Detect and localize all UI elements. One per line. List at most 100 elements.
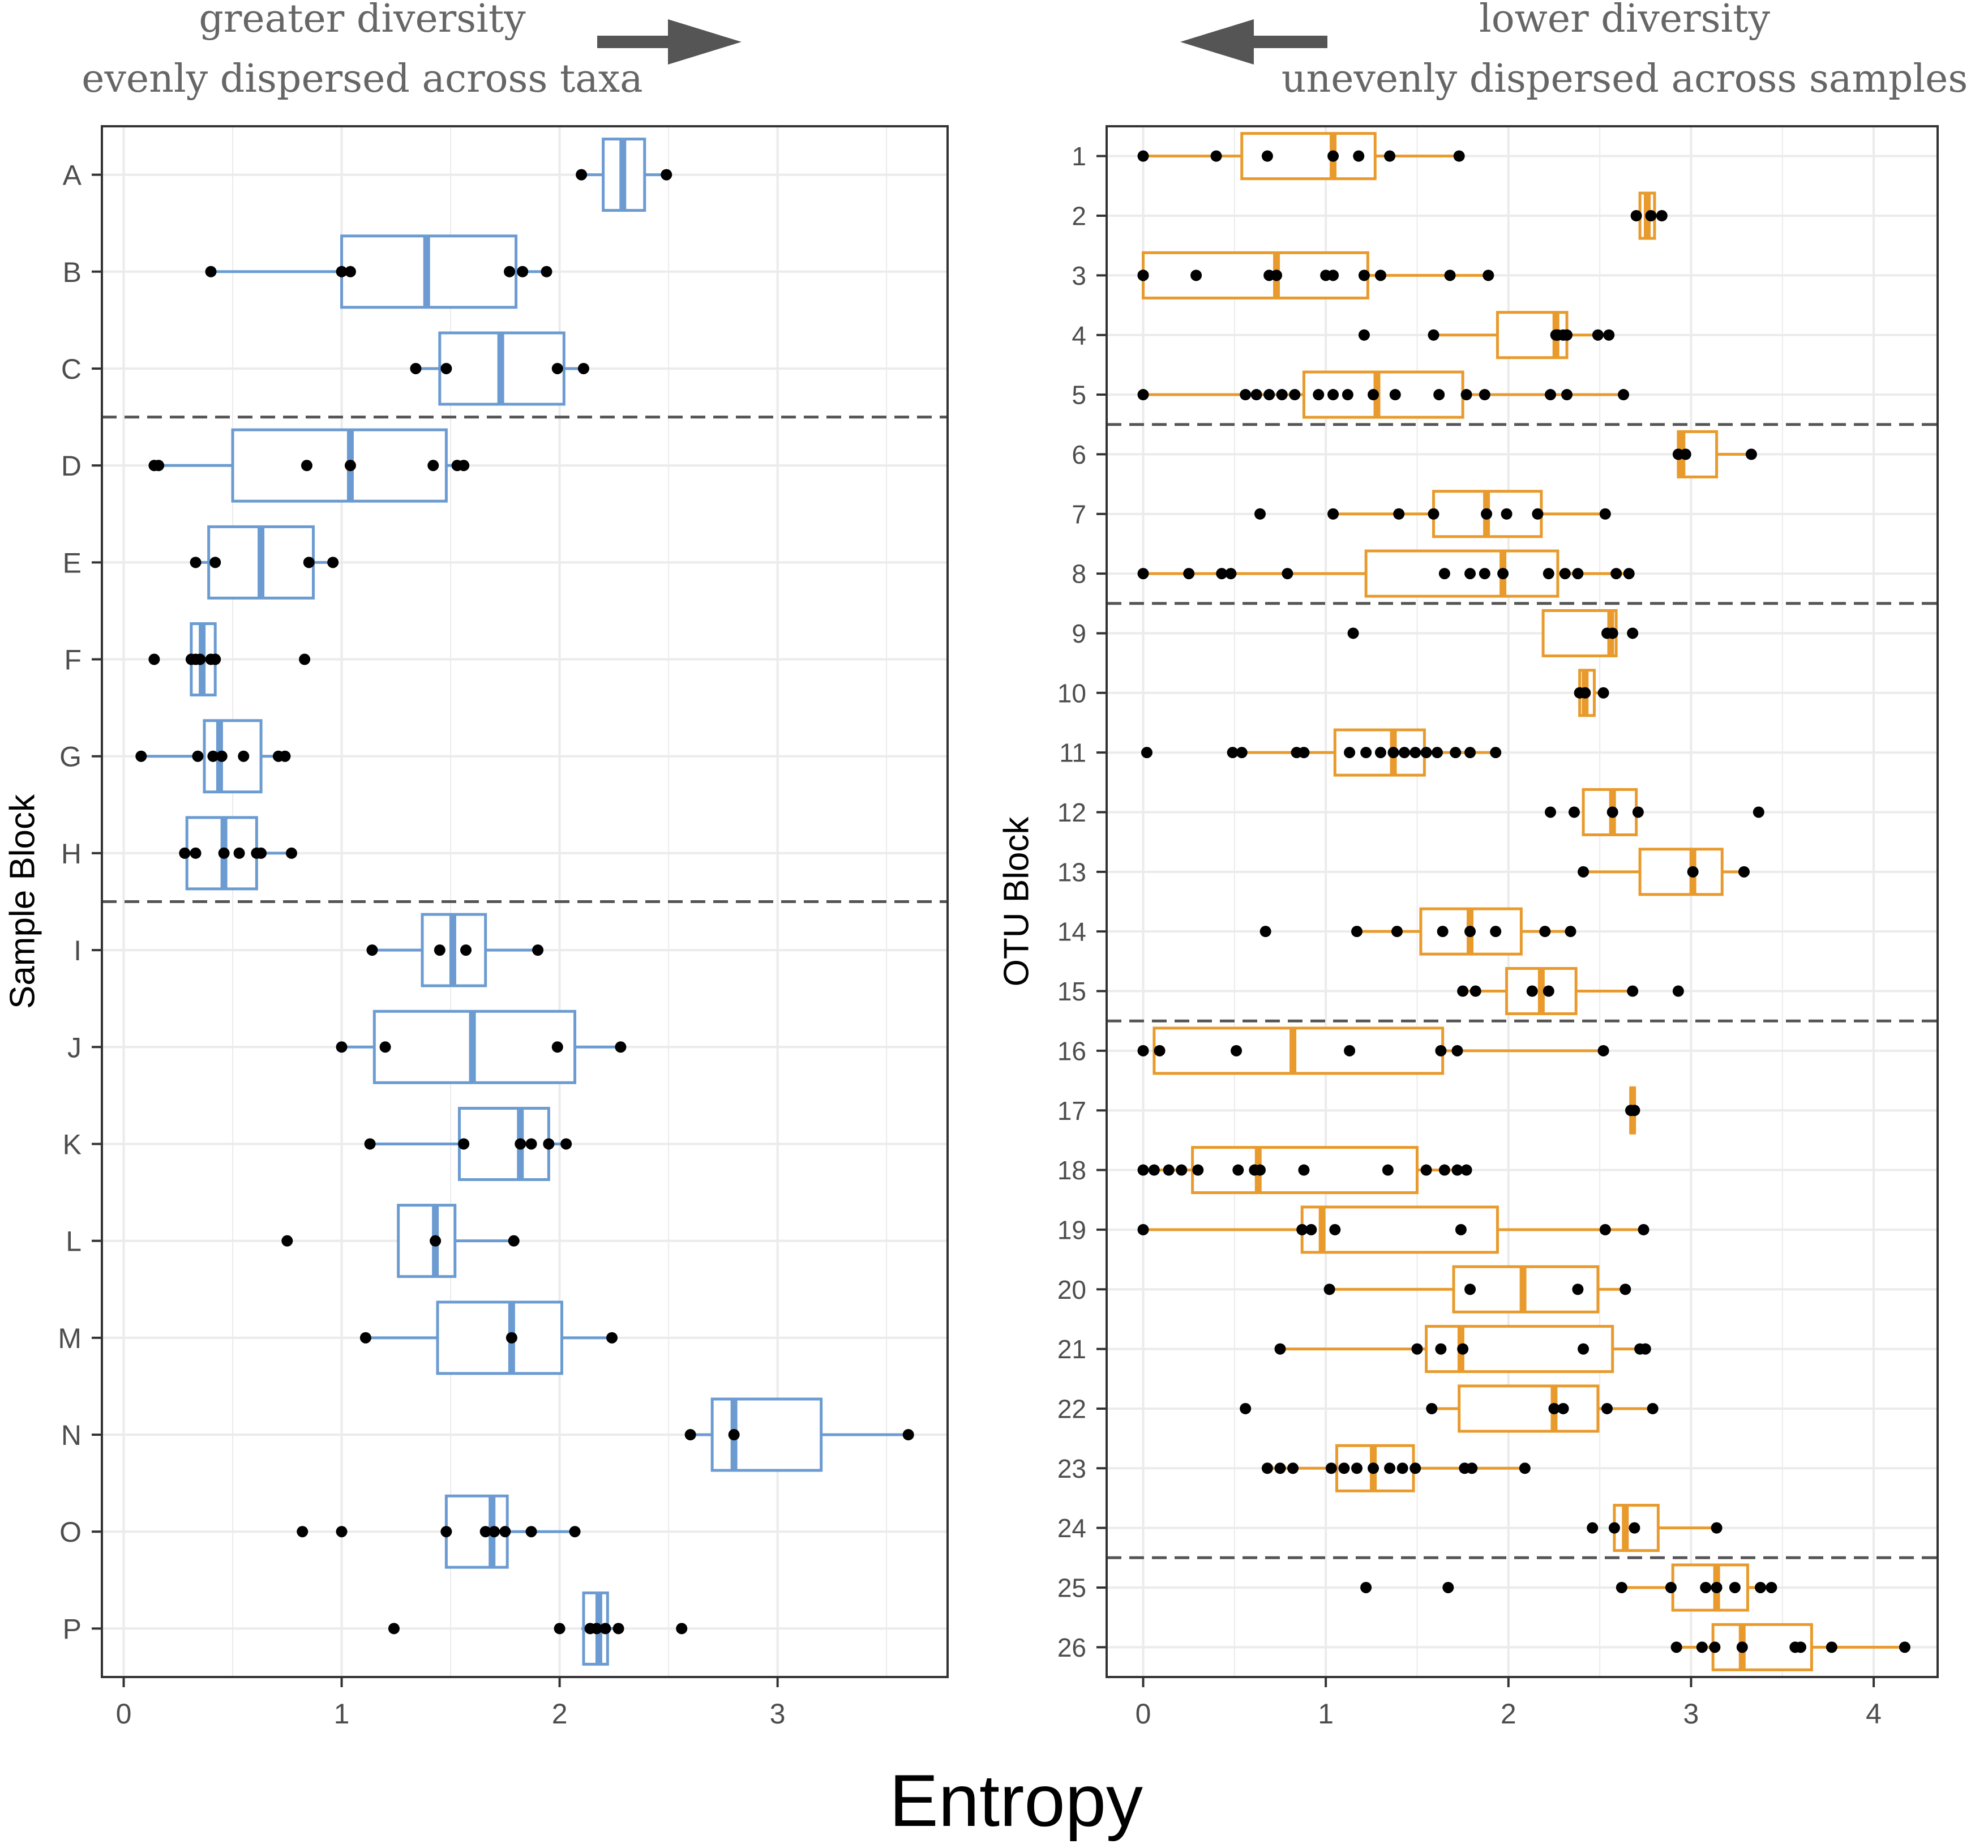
otu-data-point: [1455, 1224, 1467, 1235]
otu-data-point: [1632, 806, 1644, 818]
otu-data-point: [1557, 1402, 1569, 1414]
sample-data-point: [517, 266, 529, 277]
otu-data-point: [1623, 568, 1635, 580]
otu-category-tick-label: 15: [1057, 977, 1086, 1006]
sample-data-point: [599, 1623, 611, 1635]
otu-data-point: [1711, 1581, 1723, 1593]
otu-data-point: [1545, 806, 1557, 818]
sample-category-tick-label: N: [61, 1419, 82, 1451]
left-arrow-icon: [1180, 19, 1327, 65]
otu-data-point: [1745, 448, 1757, 460]
otu-data-point: [1460, 389, 1472, 401]
otu-category-tick-label: 20: [1057, 1275, 1086, 1304]
otu-data-point: [1325, 1462, 1337, 1474]
otu-data-point: [1444, 270, 1456, 281]
otu-data-point: [1709, 1641, 1721, 1653]
sample-category-tick-label: J: [67, 1032, 82, 1063]
otu-category-tick-label: 3: [1072, 261, 1086, 290]
otu-data-point: [1711, 1522, 1723, 1534]
otu-data-point: [1597, 687, 1609, 699]
annotation-right-line2: unevenly dispersed across samples: [1282, 57, 1968, 101]
sample-box: [231, 428, 448, 503]
otu-data-point: [1254, 508, 1266, 520]
otu-data-point: [1141, 747, 1152, 759]
sample-data-point: [460, 944, 472, 956]
otu-category-tick-label: 16: [1057, 1036, 1086, 1066]
sample-box: [436, 1301, 563, 1375]
sample-data-point: [427, 460, 439, 472]
otu-category-tick-label: 12: [1057, 798, 1086, 827]
sample-category-tick-label: K: [63, 1128, 82, 1160]
otu-category-tick-label: 7: [1072, 499, 1086, 529]
otu-data-point: [1305, 1224, 1317, 1235]
otu-data-point: [1396, 1462, 1408, 1474]
otu-data-point: [1460, 1164, 1472, 1176]
otu-data-point: [1411, 1343, 1423, 1355]
otu-y-axis-label: OTU Block: [997, 816, 1036, 987]
otu-data-point: [1387, 747, 1399, 759]
sample-data-point: [606, 1332, 618, 1344]
sample-data-point: [388, 1623, 400, 1635]
otu-box: [1191, 1146, 1419, 1195]
sample-data-point: [336, 1526, 348, 1538]
shared-x-axis-label: Entropy: [889, 1759, 1143, 1842]
otu-data-point: [1578, 1343, 1589, 1355]
otu-data-point: [1490, 926, 1502, 938]
otu-data-point: [1274, 1343, 1286, 1355]
otu-data-point: [1766, 1581, 1777, 1593]
otu-category-tick-label: 8: [1072, 559, 1086, 589]
otu-data-point: [1338, 1462, 1350, 1474]
sample-data-point: [179, 847, 191, 859]
sample-data-point: [285, 847, 297, 859]
otu-data-point: [1183, 568, 1195, 580]
otu-data-point: [1329, 1224, 1341, 1235]
sample-x-tick-label: 1: [334, 1698, 350, 1730]
otu-data-point: [1323, 1284, 1335, 1295]
sample-category-tick-label: C: [61, 353, 82, 385]
sample-x-tick-label: 0: [116, 1698, 132, 1730]
otu-box: [1152, 1026, 1445, 1075]
sample-data-point: [612, 1623, 624, 1635]
otu-data-point: [1261, 150, 1273, 162]
otu-data-point: [1393, 508, 1405, 520]
sample-data-point: [207, 750, 219, 762]
sample-data-point: [194, 653, 206, 665]
otu-data-point: [1313, 389, 1325, 401]
otu-data-point: [1561, 389, 1573, 401]
sample-data-point: [541, 266, 552, 277]
otu-category-tick-label: 18: [1057, 1156, 1086, 1185]
otu-data-point: [1464, 568, 1476, 580]
otu-data-point: [1438, 1164, 1450, 1176]
otu-data-point: [1619, 1284, 1631, 1295]
otu-data-point: [1568, 806, 1580, 818]
sample-category-tick-label: D: [61, 450, 82, 482]
otu-data-point: [1645, 210, 1657, 222]
otu-category-tick-label: 23: [1057, 1454, 1086, 1483]
otu-data-point: [1736, 1641, 1748, 1653]
sample-data-point: [301, 460, 312, 472]
otu-data-point: [1420, 1164, 1432, 1176]
otu-data-point: [1231, 1045, 1242, 1056]
otu-data-point: [1296, 1224, 1308, 1235]
sample-y-axis-label: Sample Block: [3, 794, 42, 1009]
sample-data-point: [440, 1526, 452, 1538]
sample-data-point: [479, 1526, 491, 1538]
sample-data-point: [525, 1526, 537, 1538]
otu-data-point: [1545, 389, 1557, 401]
otu-box: [1240, 132, 1377, 181]
sample-data-point: [458, 1138, 470, 1150]
otu-data-point: [1559, 568, 1571, 580]
otu-data-point: [1360, 747, 1372, 759]
sample-category-tick-label: F: [64, 644, 82, 676]
otu-data-point: [1368, 389, 1379, 401]
sample-data-point: [515, 1138, 526, 1150]
otu-data-point: [1587, 1522, 1599, 1534]
sample-data-point: [591, 1623, 603, 1635]
otu-data-point: [1481, 508, 1493, 520]
otu-data-point: [1347, 627, 1359, 639]
sample-category-tick-label: O: [59, 1516, 82, 1548]
otu-data-point: [1795, 1641, 1807, 1653]
otu-data-point: [1501, 508, 1513, 520]
sample-data-point: [489, 1526, 500, 1538]
sample-data-point: [209, 653, 221, 665]
